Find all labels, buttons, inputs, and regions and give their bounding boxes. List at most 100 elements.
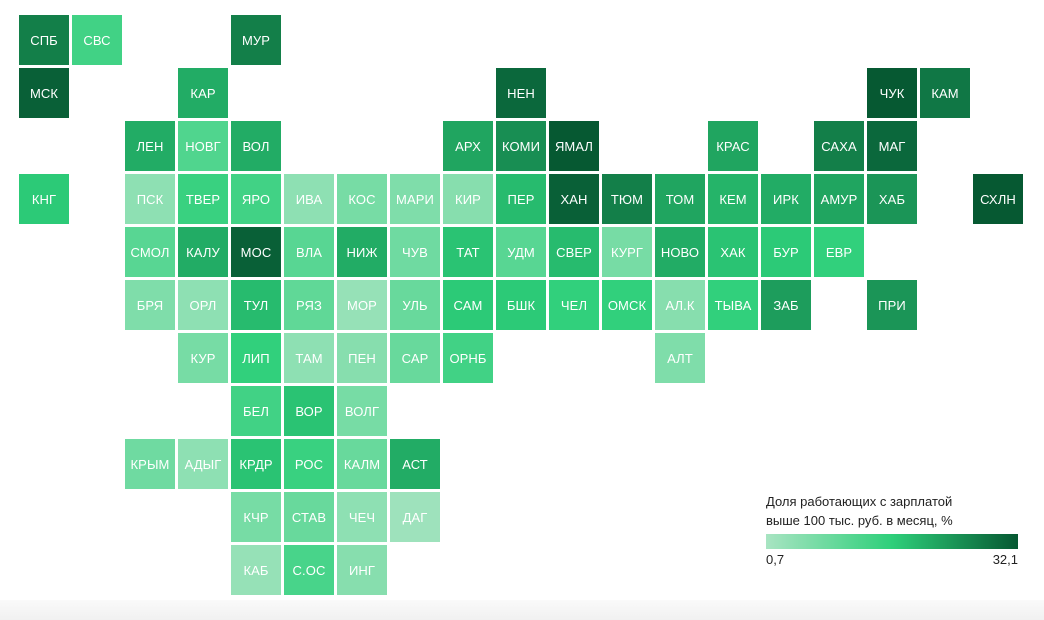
region-label: КНГ [31,191,57,207]
region-tile-13[interactable]: ЯМАЛ [549,121,599,171]
region-tile-58[interactable]: АЛ.К [655,280,705,330]
region-tile-45[interactable]: ХАК [708,227,758,277]
region-tile-48[interactable]: БРЯ [125,280,175,330]
region-tile-16[interactable]: МАГ [867,121,917,171]
region-tile-17[interactable]: КНГ [19,174,69,224]
region-tile-15[interactable]: САХА [814,121,864,171]
region-tile-78[interactable]: КЧР [231,492,281,542]
region-tile-73[interactable]: АДЫГ [178,439,228,489]
region-label: С.ОС [292,562,326,578]
region-tile-65[interactable]: ПЕН [337,333,387,383]
region-tile-3[interactable]: МСК [19,68,69,118]
region-label: ИВА [295,191,323,207]
region-tile-54[interactable]: САМ [443,280,493,330]
region-tile-83[interactable]: С.ОС [284,545,334,595]
russia-tile-map: СПБ СВС МУР МСК КАР НЕН ЧУК КАМ ЛЕН НОВГ ВОЛ АРХ КОМ… [19,15,1023,595]
region-label: КОС [348,191,376,207]
region-tile-56[interactable]: ЧЕЛ [549,280,599,330]
region-tile-68[interactable]: АЛТ [655,333,705,383]
region-tile-43[interactable]: КУРГ [602,227,652,277]
region-tile-6[interactable]: ЧУК [867,68,917,118]
region-tile-46[interactable]: БУР [761,227,811,277]
region-tile-19[interactable]: ТВЕР [178,174,228,224]
region-tile-77[interactable]: АСТ [390,439,440,489]
region-tile-80[interactable]: ЧЕЧ [337,492,387,542]
region-tile-61[interactable]: ПРИ [867,280,917,330]
region-tile-0[interactable]: СПБ [19,15,69,65]
region-tile-60[interactable]: ЗАБ [761,280,811,330]
region-tile-28[interactable]: ТОМ [655,174,705,224]
region-tile-37[interactable]: ВЛА [284,227,334,277]
region-tile-40[interactable]: ТАТ [443,227,493,277]
region-tile-63[interactable]: ЛИП [231,333,281,383]
region-tile-2[interactable]: МУР [231,15,281,65]
region-tile-69[interactable]: БЕЛ [231,386,281,436]
region-tile-82[interactable]: КАБ [231,545,281,595]
region-tile-21[interactable]: ИВА [284,174,334,224]
region-tile-38[interactable]: НИЖ [337,227,387,277]
region-tile-34[interactable]: СМОЛ [125,227,175,277]
region-tile-32[interactable]: ХАБ [867,174,917,224]
region-tile-18[interactable]: ПСК [125,174,175,224]
region-tile-66[interactable]: САР [390,333,440,383]
region-tile-42[interactable]: СВЕР [549,227,599,277]
region-tile-26[interactable]: ХАН [549,174,599,224]
region-tile-55[interactable]: БШК [496,280,546,330]
region-tile-8[interactable]: ЛЕН [125,121,175,171]
region-tile-20[interactable]: ЯРО [231,174,281,224]
region-label: ДАГ [402,509,428,525]
region-tile-57[interactable]: ОМСК [602,280,652,330]
region-tile-62[interactable]: КУР [178,333,228,383]
region-tile-36[interactable]: МОС [231,227,281,277]
region-tile-59[interactable]: ТЫВА [708,280,758,330]
region-tile-76[interactable]: КАЛМ [337,439,387,489]
region-tile-52[interactable]: МОР [337,280,387,330]
region-tile-84[interactable]: ИНГ [337,545,387,595]
region-tile-23[interactable]: МАРИ [390,174,440,224]
region-tile-24[interactable]: КИР [443,174,493,224]
region-tile-10[interactable]: ВОЛ [231,121,281,171]
region-tile-71[interactable]: ВОЛГ [337,386,387,436]
region-tile-50[interactable]: ТУЛ [231,280,281,330]
region-label: ЛЕН [136,138,164,154]
region-tile-11[interactable]: АРХ [443,121,493,171]
region-tile-75[interactable]: РОС [284,439,334,489]
region-tile-74[interactable]: КРДР [231,439,281,489]
region-tile-12[interactable]: КОМИ [496,121,546,171]
region-tile-51[interactable]: РЯЗ [284,280,334,330]
region-tile-14[interactable]: КРАС [708,121,758,171]
region-tile-53[interactable]: УЛЬ [390,280,440,330]
region-label: НОВГ [185,138,221,154]
region-tile-47[interactable]: ЕВР [814,227,864,277]
region-tile-39[interactable]: ЧУВ [390,227,440,277]
region-tile-64[interactable]: ТАМ [284,333,334,383]
region-tile-41[interactable]: УДМ [496,227,546,277]
region-tile-29[interactable]: КЕМ [708,174,758,224]
region-tile-79[interactable]: СТАВ [284,492,334,542]
region-tile-7[interactable]: КАМ [920,68,970,118]
region-tile-70[interactable]: ВОР [284,386,334,436]
region-label: ЧЕЧ [348,509,376,525]
region-tile-25[interactable]: ПЕР [496,174,546,224]
region-label: КРДР [239,456,273,472]
region-tile-49[interactable]: ОРЛ [178,280,228,330]
region-label: КАЛМ [343,456,381,472]
region-tile-44[interactable]: НОВО [655,227,705,277]
region-label: АРХ [455,138,481,154]
region-tile-31[interactable]: АМУР [814,174,864,224]
region-tile-33[interactable]: СХЛН [973,174,1023,224]
region-tile-27[interactable]: ТЮМ [602,174,652,224]
region-tile-30[interactable]: ИРК [761,174,811,224]
region-tile-81[interactable]: ДАГ [390,492,440,542]
region-tile-72[interactable]: КРЫМ [125,439,175,489]
region-tile-22[interactable]: КОС [337,174,387,224]
region-label: КАБ [243,562,269,578]
region-label: ЧУВ [402,244,428,260]
region-tile-35[interactable]: КАЛУ [178,227,228,277]
region-tile-5[interactable]: НЕН [496,68,546,118]
region-tile-67[interactable]: ОРНБ [443,333,493,383]
region-tile-1[interactable]: СВС [72,15,122,65]
region-tile-4[interactable]: КАР [178,68,228,118]
region-tile-9[interactable]: НОВГ [178,121,228,171]
region-label: УЛЬ [402,297,428,313]
